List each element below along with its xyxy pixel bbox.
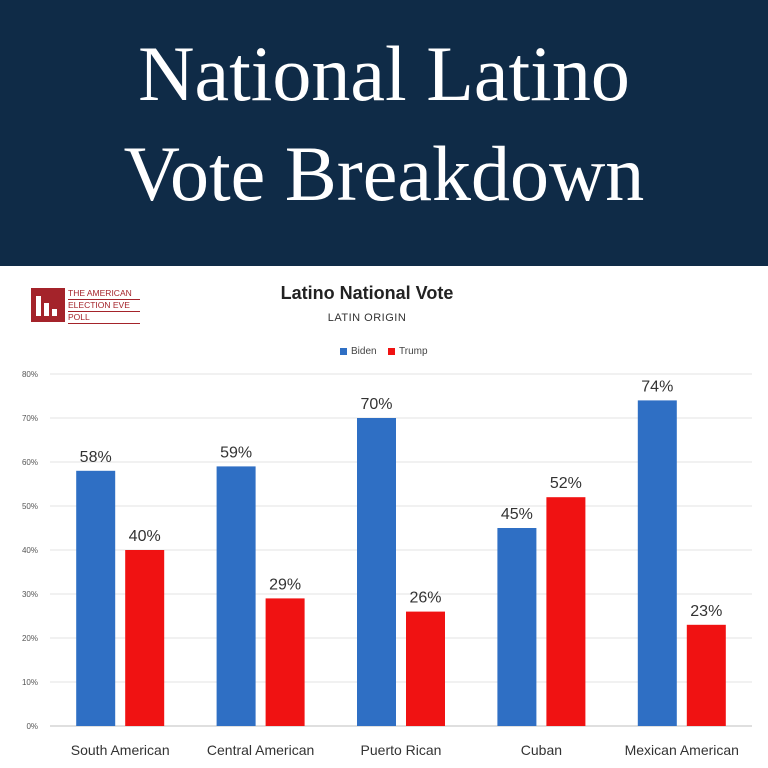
x-tick-label: Mexican American [625,742,739,758]
bar-biden [76,470,116,726]
logo-text: THE AMERICAN ELECTION EVE POLL [68,288,140,324]
y-tick-label: 80% [22,370,38,379]
x-tick-label: Cuban [521,742,562,758]
x-tick-label: Puerto Rican [361,742,442,758]
legend-label-biden: Biden [351,346,377,357]
legend-swatch-biden [340,347,347,355]
bar-chart-logo-icon [31,288,65,322]
y-tick-label: 10% [22,678,38,687]
y-tick-label: 60% [22,458,38,467]
bar-trump [265,598,305,726]
bar-trump [125,550,165,726]
bar-biden [637,400,677,726]
x-tick-label: Central American [207,742,314,758]
banner-title-line-1: National Latino [138,30,630,117]
bar-trump [406,611,445,726]
data-label: 70% [360,396,392,413]
bar-biden [216,466,256,726]
data-label: 74% [641,378,673,395]
data-label: 45% [501,506,533,523]
data-label: 40% [129,528,161,545]
data-label: 58% [80,449,112,466]
legend-label-trump: Trump [399,346,428,357]
banner-title: National Latino Vote Breakdown [0,24,768,224]
data-label: 29% [269,576,301,593]
legend-swatch-trump [388,347,395,355]
data-label: 52% [550,475,582,492]
legend-item-biden: Biden [340,344,377,360]
header-banner: National Latino Vote Breakdown [0,0,768,266]
y-tick-label: 20% [22,634,38,643]
logo-text-line-3: POLL [68,312,140,324]
y-tick-label: 70% [22,414,38,423]
banner-title-line-2: Vote Breakdown [123,130,645,217]
y-tick-label: 30% [22,590,38,599]
chart-subtitle: LATIN ORIGIN [327,312,407,324]
data-label: 23% [690,603,722,620]
bar-trump [686,624,726,726]
x-tick-label: South American [71,742,170,758]
bar-biden [357,418,396,726]
data-label: 26% [409,590,441,607]
data-label: 59% [220,444,252,461]
logo-text-line-2: ELECTION EVE [68,300,140,312]
bar-biden [497,528,537,726]
election-eve-poll-logo: THE AMERICAN ELECTION EVE POLL [31,288,141,324]
chart-title: Latino National Vote [280,283,454,303]
legend-item-trump: Trump [388,344,428,360]
y-tick-label: 40% [22,546,38,555]
y-tick-label: 50% [22,502,38,511]
logo-text-line-1: THE AMERICAN [68,288,140,300]
chart-legend: Biden Trump [300,344,470,360]
bar-trump [546,497,586,726]
y-tick-label: 0% [26,722,38,731]
